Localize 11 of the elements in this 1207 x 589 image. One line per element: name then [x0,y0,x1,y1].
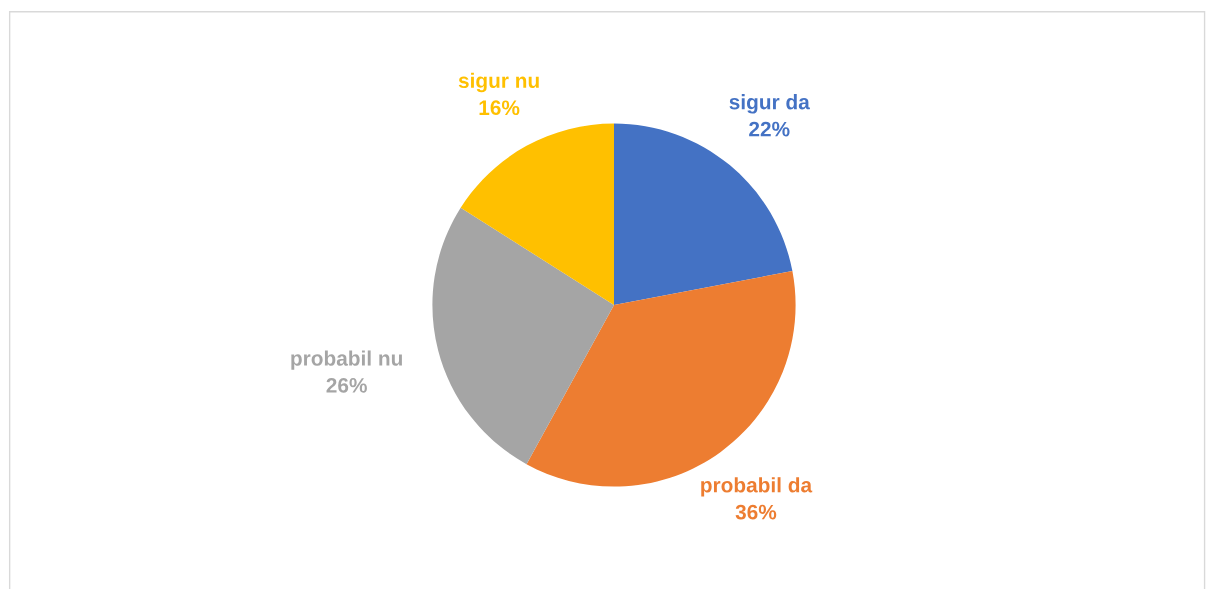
pie-slice [460,123,614,305]
data-label: 16% [479,100,520,116]
data-label: 36% [735,504,777,520]
slice-label: probabil da [701,477,813,497]
data-label: 26% [326,377,367,393]
slice-label: sigur nu [458,72,539,93]
slice-label: probabil nu [291,350,402,370]
data-label: 22% [749,121,790,137]
slice-label: sigur da [729,94,810,114]
pie-slice [614,123,793,305]
pie-slice [432,207,614,465]
